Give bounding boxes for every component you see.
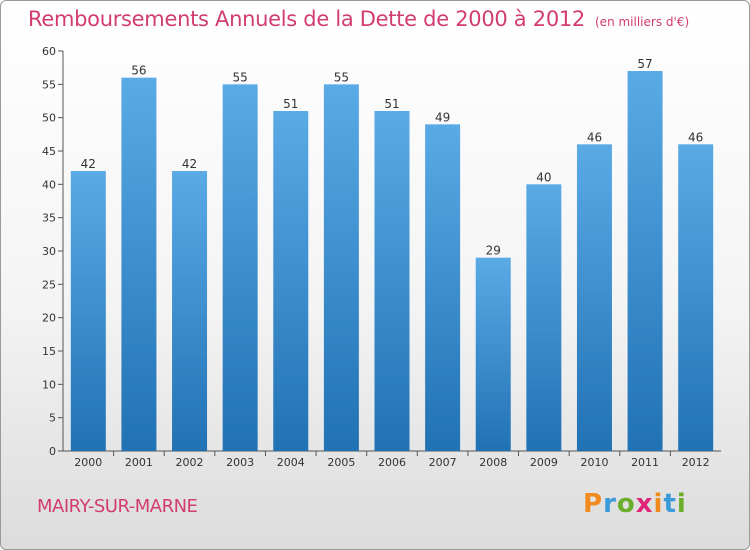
logo-letter: x: [635, 489, 654, 519]
logo-letter: P: [583, 489, 604, 519]
bar-2010: [576, 144, 612, 452]
data-label-2006: 51: [384, 97, 399, 111]
y-tick-label: 15: [42, 345, 56, 358]
data-label-2005: 55: [334, 70, 349, 84]
data-label-2004: 51: [283, 97, 298, 111]
bar-2002: [172, 171, 208, 451]
data-label-2003: 55: [233, 70, 248, 84]
y-tick-label: 35: [42, 212, 56, 225]
data-label-2010: 46: [587, 130, 602, 144]
bar-2009: [526, 184, 562, 452]
x-tick-label-2012: 2012: [682, 456, 710, 469]
x-tick-label-2006: 2006: [378, 456, 406, 469]
data-label-2001: 56: [131, 64, 146, 78]
y-tick-label: 30: [42, 245, 56, 258]
x-tick-label-2002: 2002: [176, 456, 204, 469]
place-name: MAIRY-SUR-MARNE: [37, 496, 198, 517]
logo-letter: r: [603, 489, 617, 519]
logo-letter: t: [663, 489, 677, 519]
bars: [70, 71, 714, 452]
bar-2000: [70, 171, 106, 451]
bar-2008: [475, 257, 511, 451]
x-tick-label-2003: 2003: [226, 456, 254, 469]
bar-2007: [425, 124, 461, 451]
y-tick-label: 10: [42, 378, 56, 391]
bar-2004: [273, 111, 309, 451]
x-tick-label-2009: 2009: [530, 456, 558, 469]
y-tick-label: 60: [42, 45, 56, 58]
x-tick-label-2000: 2000: [74, 456, 102, 469]
x-tick-label-2011: 2011: [631, 456, 659, 469]
y-tick-label: 0: [49, 445, 56, 458]
x-tick-label-2008: 2008: [479, 456, 507, 469]
data-label-2011: 57: [637, 57, 652, 71]
title-unit: (en milliers d'€): [595, 15, 690, 29]
data-label-2007: 49: [435, 110, 450, 124]
x-tick-label-2010: 2010: [580, 456, 608, 469]
y-tick-label: 5: [49, 412, 56, 425]
y-tick-label: 20: [42, 312, 56, 325]
logo-letter: i: [676, 489, 687, 519]
x-tick-label-2007: 2007: [429, 456, 457, 469]
data-label-2000: 42: [81, 157, 96, 171]
data-label-2008: 29: [486, 244, 501, 258]
data-labels: 42 56 42 55 51 55 51 49 29 40 46 57 46: [81, 57, 704, 258]
x-tick-label-2004: 2004: [277, 456, 305, 469]
logo-letter: o: [616, 489, 636, 519]
data-label-2012: 46: [688, 130, 703, 144]
y-tick-label: 40: [42, 178, 56, 191]
x-tick-label-2005: 2005: [327, 456, 355, 469]
y-tick-label: 45: [42, 145, 56, 158]
y-tick-label: 55: [42, 78, 56, 91]
y-tick-label: 50: [42, 112, 56, 125]
y-tick-label: 25: [42, 278, 56, 291]
bar-2006: [374, 111, 410, 451]
title-text: Remboursements Annuels de la Dette de 20…: [28, 7, 585, 31]
data-label-2009: 40: [536, 170, 551, 184]
data-label-2002: 42: [182, 157, 197, 171]
bar-2005: [323, 84, 359, 451]
bar-2011: [627, 71, 663, 451]
bar-2001: [121, 77, 157, 452]
bar-2012: [678, 144, 714, 452]
axes: 0 5 10 15 20 25 30 35 40 45 50 55 60 2000 2001 2002 2003…: [42, 45, 721, 469]
x-tick-label-2001: 2001: [125, 456, 153, 469]
bar-2003: [222, 84, 258, 451]
chart-title: Remboursements Annuels de la Dette de 20…: [28, 7, 689, 31]
logo-letter: i: [653, 489, 664, 519]
proxiti-logo: Proxiti: [583, 489, 687, 519]
